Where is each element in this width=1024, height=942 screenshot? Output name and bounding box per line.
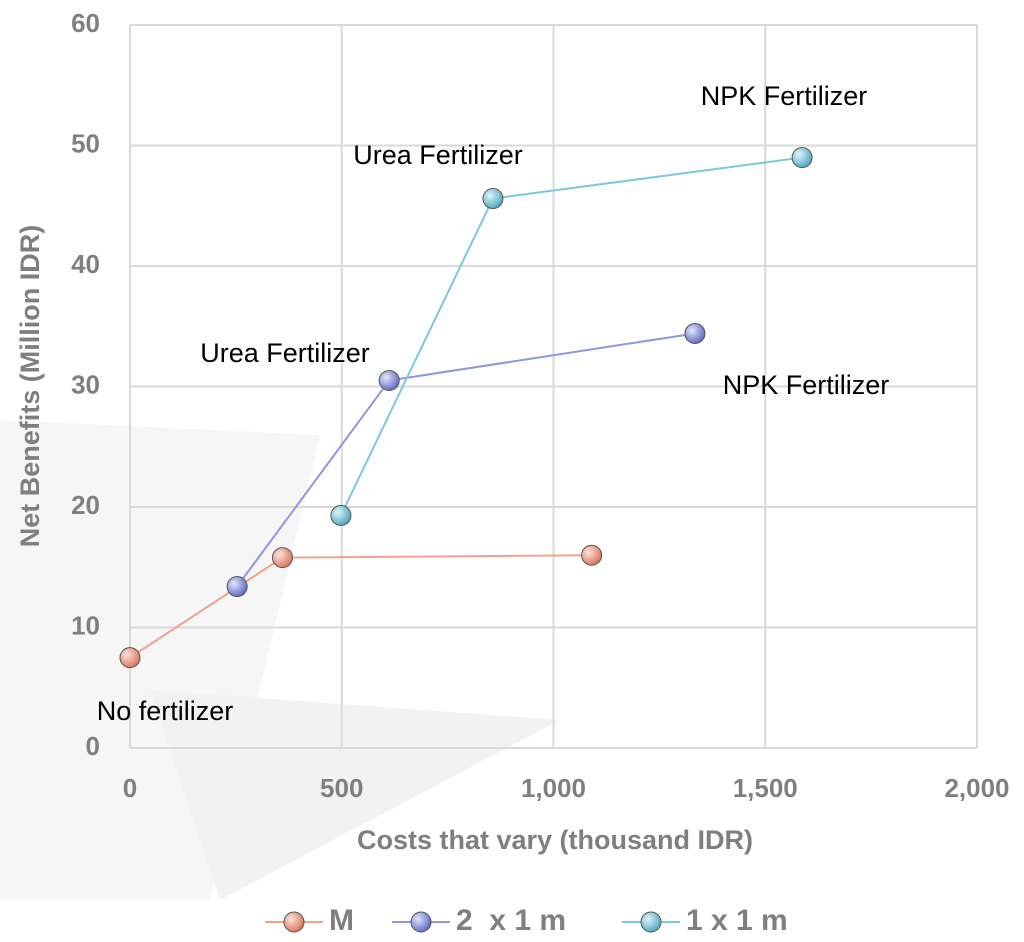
x-tick-label: 0	[123, 773, 137, 803]
legend-item: M	[265, 904, 354, 937]
legend-label: 2 x 1 m	[456, 904, 566, 937]
legend-marker	[410, 911, 432, 933]
y-axis-title: Net Benefits (Million IDR)	[15, 225, 45, 548]
y-tick-label: 50	[71, 128, 100, 158]
y-tick-label: 20	[71, 490, 100, 520]
y-tick-label: 40	[71, 249, 100, 279]
point	[791, 147, 813, 169]
legend-marker	[640, 911, 662, 933]
point	[330, 504, 352, 526]
annotation: NPK Fertilizer	[701, 81, 868, 111]
point	[271, 547, 293, 569]
series-line	[340, 156, 803, 516]
x-axis-title: Costs that vary (thousand IDR)	[357, 825, 753, 855]
background-decoration	[0, 420, 560, 900]
legend-marker	[283, 911, 305, 933]
y-tick-label: 0	[86, 731, 100, 761]
annotation: Urea Fertilizer	[353, 140, 523, 170]
point	[378, 369, 400, 391]
annotation: No fertilizer	[97, 696, 234, 726]
x-tick-label: 1,500	[733, 773, 798, 803]
legend-label: 1 x 1 m	[686, 904, 788, 937]
x-tick-label: 2,000	[944, 773, 1009, 803]
annotation: NPK Fertilizer	[723, 370, 890, 400]
x-tick-label: 1,000	[521, 773, 586, 803]
annotation: Urea Fertilizer	[200, 338, 370, 368]
legend-item: 2 x 1 m	[392, 904, 566, 937]
y-tick-label: 60	[71, 8, 100, 38]
point	[226, 576, 248, 598]
legend-label: M	[329, 904, 354, 937]
point	[684, 322, 706, 344]
point	[581, 544, 603, 566]
legend-item: 1 x 1 m	[622, 904, 788, 937]
x-tick-label: 500	[320, 773, 363, 803]
point	[119, 647, 141, 669]
y-tick-label: 10	[71, 610, 100, 640]
point	[482, 188, 504, 210]
y-tick-label: 30	[71, 369, 100, 399]
